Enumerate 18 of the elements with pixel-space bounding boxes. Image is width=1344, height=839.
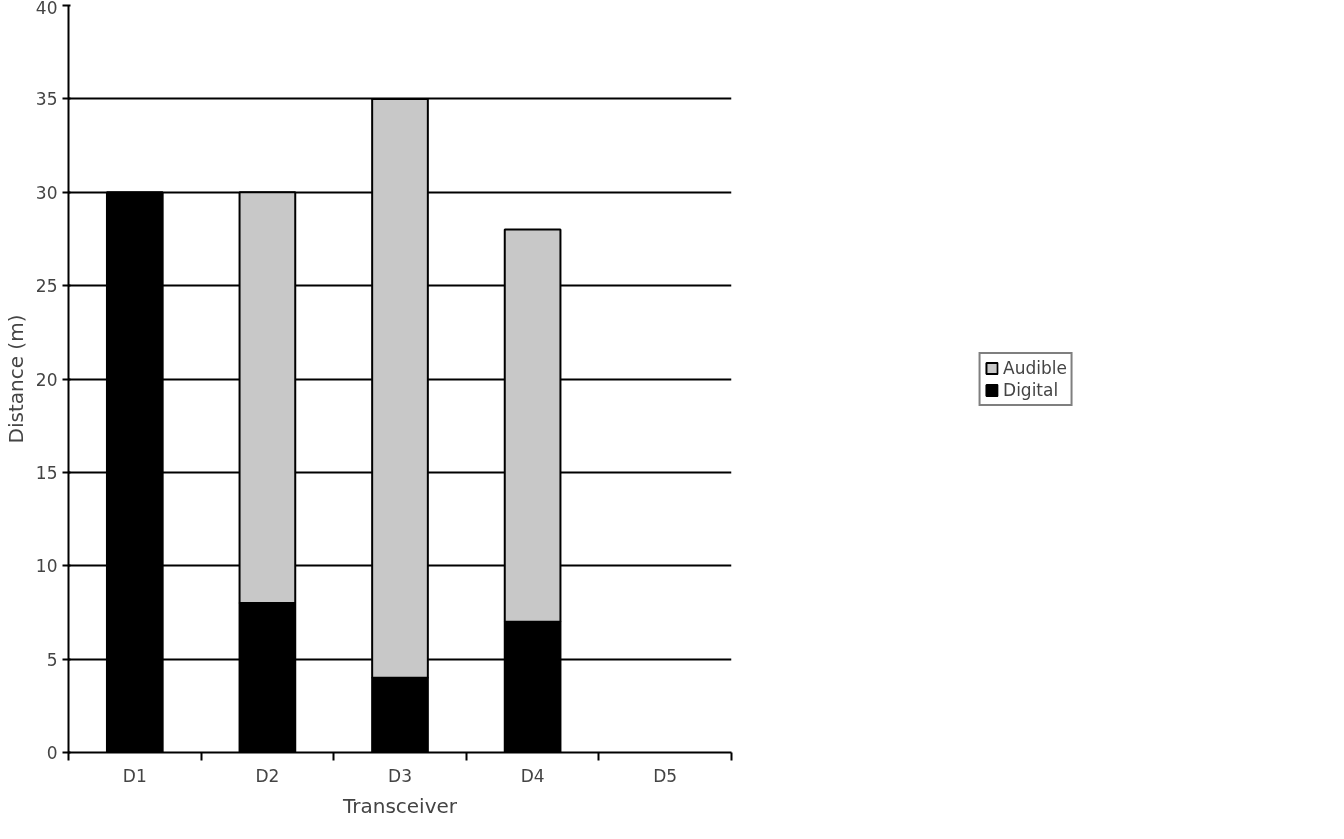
x-tick-label: D1 bbox=[122, 765, 147, 786]
y-tick-label: 5 bbox=[46, 649, 58, 670]
y-tick-label: 15 bbox=[35, 462, 58, 483]
legend-label: Digital bbox=[1003, 379, 1059, 400]
legend-label: Audible bbox=[1003, 357, 1067, 378]
y-tick-label: 30 bbox=[35, 182, 58, 203]
x-tick-label: D4 bbox=[520, 765, 545, 786]
y-tick-label: 20 bbox=[35, 369, 58, 390]
y-tick-label: 35 bbox=[35, 89, 58, 110]
x-tick-label: D2 bbox=[255, 765, 280, 786]
x-axis-title: Transceiver bbox=[341, 793, 458, 818]
y-tick-label: 25 bbox=[35, 276, 58, 297]
y-tick-label: 40 bbox=[35, 0, 58, 18]
x-tick-label: D3 bbox=[388, 765, 412, 786]
y-tick-label: 0 bbox=[46, 743, 58, 763]
y-tick-label: 10 bbox=[35, 556, 58, 577]
y-axis-title: Distance (m) bbox=[3, 314, 28, 444]
x-tick-label: D5 bbox=[653, 765, 678, 786]
